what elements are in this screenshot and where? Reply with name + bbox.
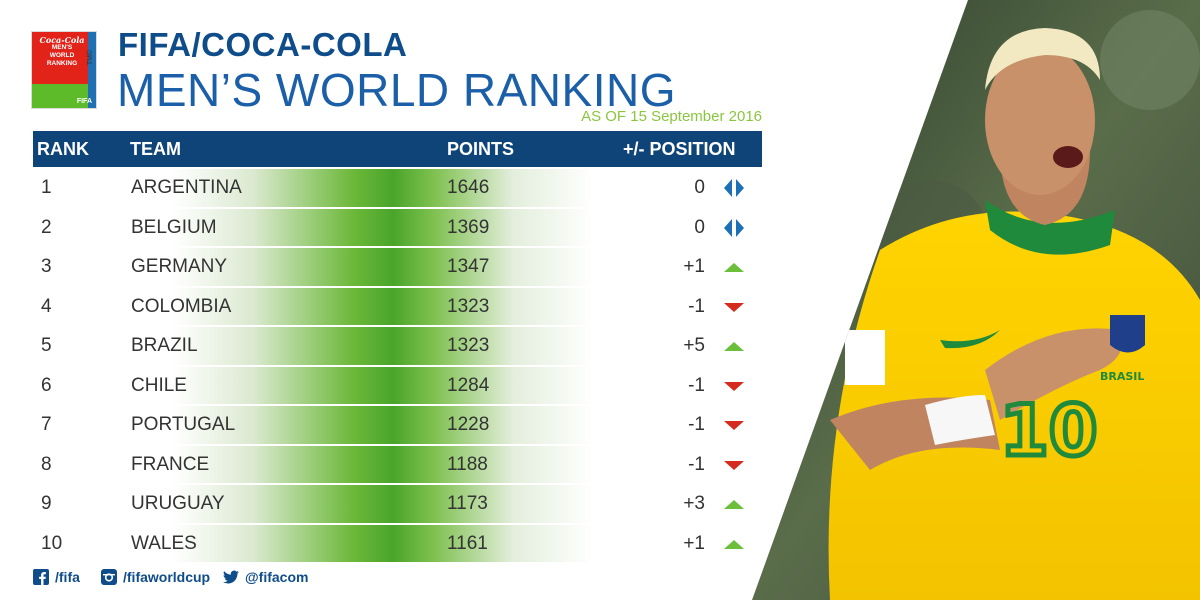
twitter-handle: @fifacom: [245, 569, 309, 585]
jersey-text: BRASIL: [1100, 370, 1144, 383]
change-cell: -1: [688, 374, 705, 396]
table-row: 1 ARGENTINA 1646 0: [33, 169, 762, 207]
instagram-handle: /fifaworldcup: [123, 569, 211, 585]
table-row: 7 PORTUGAL 1228 -1: [33, 406, 762, 444]
points-cell: 1284: [447, 374, 490, 396]
change-cell: +5: [683, 335, 705, 356]
points-cell: 1323: [447, 295, 490, 317]
team-cell: ARGENTINA: [131, 177, 242, 198]
points-cell: 1188: [447, 453, 488, 475]
rank-cell: 6: [41, 374, 52, 396]
points-cell: 1323: [447, 335, 490, 356]
header-rank: RANK: [37, 139, 89, 159]
fifa-ranking-logo: Coca-Cola MEN'S WORLD RANKING FIFA TM©: [31, 31, 97, 109]
change-cell: -1: [688, 295, 705, 317]
rank-cell: 7: [41, 414, 52, 435]
team-cell: BRAZIL: [131, 335, 198, 356]
rank-cell: 5: [41, 335, 52, 356]
facebook-handle: /fifa: [55, 569, 80, 585]
team-cell: URUGUAY: [131, 493, 225, 514]
rank-cell: 2: [41, 216, 52, 238]
points-cell: 1228: [447, 414, 490, 435]
trend-down-icon: [724, 381, 744, 391]
logo-tm: TM©: [86, 49, 94, 66]
table-header: RANK TEAM POINTS +/- POSITION: [33, 131, 762, 167]
team-cell: PORTUGAL: [131, 414, 236, 435]
points-cell: 1369: [447, 216, 490, 238]
team-cell: CHILE: [131, 374, 187, 396]
instagram-link[interactable]: /fifaworldcup: [101, 569, 210, 585]
table-row: 5 BRAZIL 1323 +5: [33, 327, 762, 365]
rank-cell: 1: [41, 177, 52, 198]
twitter-link[interactable]: @fifacom: [223, 569, 308, 585]
change-cell: -1: [688, 453, 705, 475]
trend-same-icon: [724, 179, 744, 197]
rank-cell: 3: [41, 256, 52, 277]
team-cell: COLOMBIA: [131, 295, 232, 317]
change-cell: +1: [683, 256, 705, 277]
logo-line: MEN'S: [51, 44, 73, 51]
facebook-icon: [33, 569, 49, 585]
team-cell: GERMANY: [131, 256, 228, 277]
rank-cell: 4: [41, 295, 52, 317]
points-cell: 1161: [447, 532, 488, 554]
change-cell: +1: [683, 532, 705, 554]
table-row: 10 WALES 1161 +1: [33, 524, 762, 562]
team-cell: FRANCE: [131, 453, 210, 475]
rank-cell: 8: [41, 453, 52, 475]
as-of-date: AS OF 15 September 2016: [581, 108, 762, 125]
header-position: +/- POSITION: [623, 139, 736, 159]
title-line-2: MEN’S WORLD RANKING: [117, 64, 676, 116]
table-row: 8 FRANCE 1188 -1: [33, 445, 762, 483]
trend-up-icon: [724, 500, 744, 509]
logo-script: Coca-Cola: [39, 35, 85, 45]
rank-cell: 10: [41, 532, 63, 554]
change-cell: 0: [694, 216, 705, 238]
points-cell: 1646: [447, 177, 490, 198]
points-cell: 1173: [447, 493, 488, 514]
change-cell: -1: [688, 414, 705, 435]
table-row: 2 BELGIUM 1369 0: [33, 208, 762, 246]
logo-fifa: FIFA: [76, 98, 92, 105]
rank-cell: 9: [41, 493, 52, 514]
team-cell: WALES: [131, 532, 197, 554]
instagram-icon: [101, 569, 117, 585]
trend-up-icon: [724, 263, 744, 272]
trend-same-icon: [724, 218, 744, 237]
trend-down-icon: [724, 460, 744, 470]
table-row: 3 GERMANY 1347 +1: [33, 248, 762, 286]
logo-line: RANKING: [46, 60, 78, 67]
jersey-number: 10: [1000, 390, 1097, 472]
logo-line: WORLD: [49, 52, 75, 59]
header-team: TEAM: [130, 139, 181, 159]
swoosh-icon: [940, 330, 1000, 349]
trend-down-icon: [724, 302, 744, 312]
ranking-table: RANK TEAM POINTS +/- POSITION 1 ARGENTINA…: [33, 131, 762, 562]
trend-up-icon: [724, 342, 744, 351]
team-cell: BELGIUM: [131, 216, 217, 238]
title-line-1: FIFA/COCA-COLA: [118, 26, 408, 63]
change-cell: 0: [694, 177, 705, 198]
twitter-icon: [223, 570, 239, 584]
change-cell: +3: [683, 493, 705, 514]
table-row: 4 COLOMBIA 1323 -1: [33, 287, 762, 325]
trend-up-icon: [724, 539, 744, 549]
sleeve-badge: [845, 330, 885, 385]
table-row: 6 CHILE 1284 -1: [33, 366, 762, 404]
header-points: POINTS: [447, 139, 515, 159]
table-row: 9 URUGUAY 1173 +3: [33, 485, 762, 523]
trend-down-icon: [724, 421, 744, 430]
facebook-link[interactable]: /fifa: [33, 569, 80, 585]
points-cell: 1347: [447, 256, 490, 277]
crest-icon: [1110, 315, 1145, 353]
